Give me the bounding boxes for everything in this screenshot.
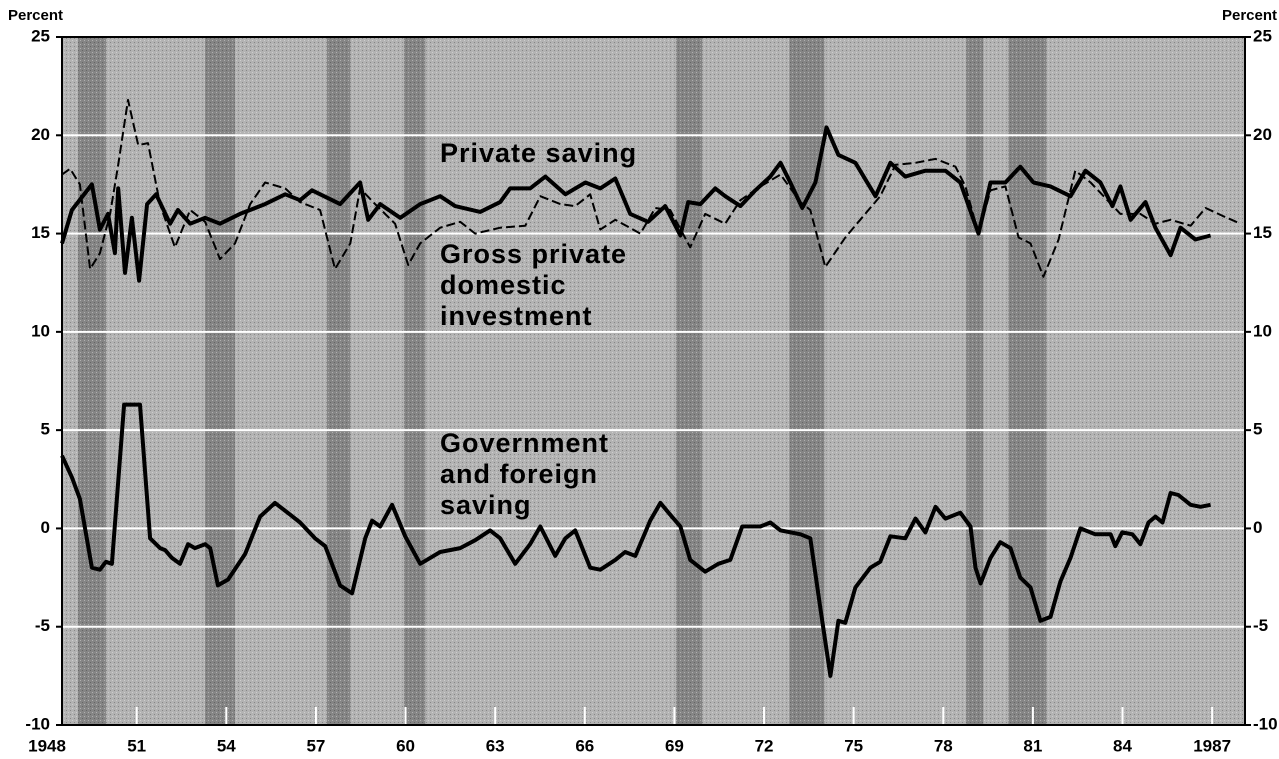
x-tick-label: 78	[934, 736, 953, 755]
y2-tick-label: 5	[1253, 420, 1262, 439]
y-tick-label: 20	[31, 125, 50, 144]
y2-tick-label: 10	[1253, 321, 1272, 340]
y-tick-label: 5	[41, 420, 50, 439]
x-tick-label: 1987	[1193, 736, 1231, 755]
x-tick-label: 57	[306, 736, 325, 755]
x-tick-label: 75	[844, 736, 863, 755]
y2-axis-title: Percent	[1222, 7, 1277, 24]
x-tick-label: 60	[396, 736, 415, 755]
annotation: Gross private	[440, 239, 627, 269]
grid-layer	[56, 36, 1251, 726]
x-tick-label: 81	[1023, 736, 1042, 755]
x-tick-label: 54	[217, 736, 236, 755]
line-layer	[60, 36, 1246, 726]
y-axis-title: Percent	[8, 7, 63, 24]
annotation: domestic	[440, 270, 567, 300]
background-layer	[62, 37, 1245, 725]
annotation: Government	[440, 428, 609, 458]
x-tick-label: 51	[127, 736, 146, 755]
y-tick-label: -10	[25, 714, 50, 733]
x-tick-label: 72	[755, 736, 774, 755]
text-layer: Percent Percent 25 20 15 10 5 0 -5 -10 25 20 15 10 5…	[8, 7, 1278, 756]
plot-border	[61, 36, 1246, 726]
y2-tick-label: -5	[1253, 616, 1268, 635]
series-line	[61, 98, 1241, 278]
y2-tick-label: 25	[1253, 26, 1272, 45]
series-line	[60, 402, 1211, 678]
y2-tick-label: 15	[1253, 223, 1272, 242]
y2-tick-label: -10	[1253, 714, 1278, 733]
x-tick-label: 66	[575, 736, 594, 755]
plot-texture	[62, 37, 1245, 725]
y-tick-label: 0	[41, 518, 50, 537]
x-tick-label: 69	[665, 736, 684, 755]
y-tick-label: 25	[31, 26, 50, 45]
y-tick-label: 15	[31, 223, 50, 242]
y-tick-label: -5	[35, 616, 50, 635]
x-tick-label: 84	[1113, 736, 1132, 755]
x-tick-label: 1948	[28, 736, 66, 755]
annotation: and foreign	[440, 459, 598, 489]
y2-tick-label: 20	[1253, 125, 1272, 144]
series-line	[60, 125, 1212, 283]
y-tick-label: 10	[31, 321, 50, 340]
x-tick-label: 63	[486, 736, 505, 755]
annotation: Private saving	[440, 138, 637, 168]
annotation: saving	[440, 490, 532, 520]
y2-tick-label: 0	[1253, 518, 1262, 537]
annotation: investment	[440, 301, 593, 331]
